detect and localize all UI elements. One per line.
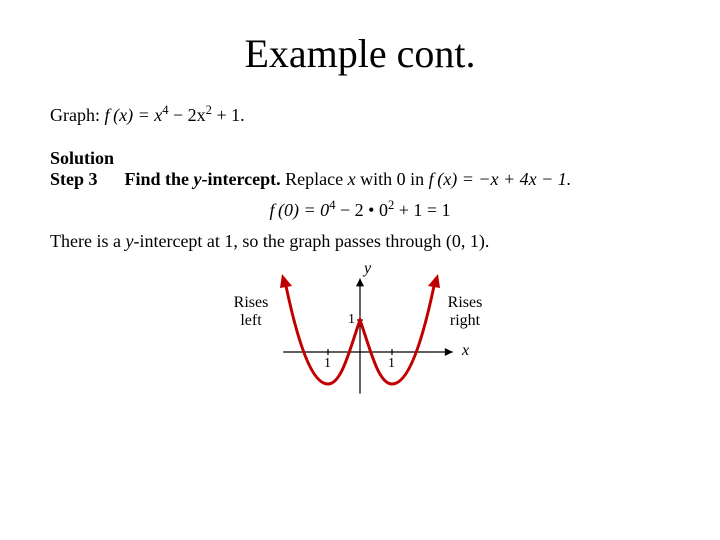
step-row: Step 3 Find the y-intercept. Replace x w… (50, 169, 670, 190)
rises-left-text: Risesleft (234, 294, 269, 329)
rises-left-label: Risesleft (228, 294, 274, 329)
step-rest-fx: f (x) = −x + 4x − 1. (429, 169, 572, 189)
step-rest-x: x (348, 169, 356, 189)
minus2x: − 2x (169, 105, 206, 125)
step-y: y (194, 169, 202, 189)
tick-x-pos1: 1 (388, 356, 395, 372)
step-rest-a: Replace (281, 169, 348, 189)
y-axis-label: y (364, 260, 371, 278)
rises-right-label: Risesright (442, 294, 488, 329)
chart-container: y Risesleft Risesright 1 1 1 x (50, 266, 670, 406)
comp-c: + 1 = 1 (394, 200, 450, 220)
step-text: Find the y-intercept. Replace x with 0 i… (125, 169, 572, 189)
tick-x-neg1: 1 (324, 356, 331, 372)
step-label: Step 3 (50, 169, 120, 190)
tick-y-1: 1 (348, 312, 355, 328)
plus1: + 1. (212, 105, 245, 125)
comp-b: − 2 • 0 (335, 200, 387, 220)
rises-right-text: Risesright (448, 294, 483, 329)
fx-head: f (x) = x (104, 105, 162, 125)
step-bold-b: -intercept. (202, 169, 281, 189)
concl-a: There is a (50, 231, 125, 251)
computation: f (0) = 04 − 2 • 02 + 1 = 1 (50, 200, 670, 221)
conclusion: There is a y-intercept at 1, so the grap… (50, 231, 670, 252)
graph-prefix: Graph: (50, 105, 104, 125)
solution-label: Solution (50, 148, 670, 169)
comp-a: f (0) = 0 (269, 200, 329, 220)
graph-prompt: Graph: f (x) = x4 − 2x2 + 1. (50, 105, 670, 126)
chart: y Risesleft Risesright 1 1 1 x (230, 266, 490, 406)
chart-svg (230, 266, 490, 406)
x-axis-label: x (462, 342, 469, 360)
concl-b: -intercept at 1, so the graph passes thr… (133, 231, 489, 251)
step-rest-b: with 0 in (356, 169, 429, 189)
page-title: Example cont. (50, 30, 670, 77)
step-bold-a: Find the (125, 169, 194, 189)
